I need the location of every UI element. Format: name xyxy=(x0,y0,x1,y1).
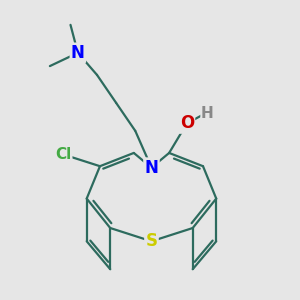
Text: N: N xyxy=(145,159,158,177)
Text: Cl: Cl xyxy=(55,147,71,162)
Text: H: H xyxy=(201,106,214,121)
Text: O: O xyxy=(180,115,194,133)
Text: S: S xyxy=(146,232,158,250)
Text: N: N xyxy=(71,44,85,62)
